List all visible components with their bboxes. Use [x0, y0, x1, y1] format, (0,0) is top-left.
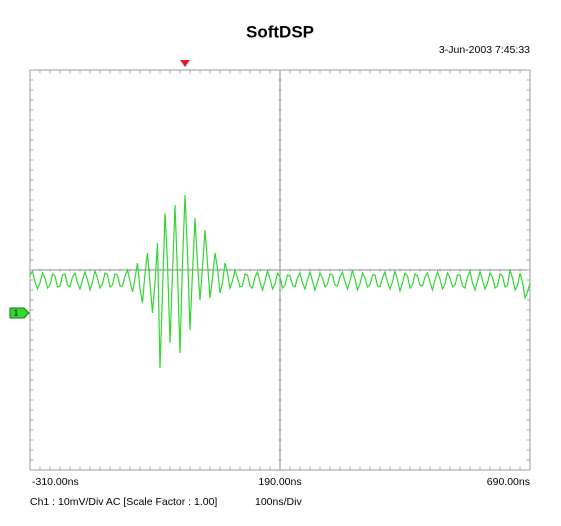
title: SoftDSP [246, 22, 314, 41]
ground-marker [9, 307, 30, 319]
x-tick-label: 690.00ns [487, 476, 530, 488]
channel-info: Ch1 : 10mV/Div AC [Scale Factor : 1.00] [30, 496, 217, 508]
timebase: 100ns/Div [255, 496, 302, 508]
timestamp: 3-Jun-2003 7:45:33 [439, 44, 530, 56]
ground-marker-label: 1 [14, 309, 19, 318]
x-tick-label: -310.00ns [32, 476, 79, 488]
x-tick-label: 190.00ns [258, 476, 301, 488]
waveform [29, 194, 531, 369]
trigger-marker [180, 60, 190, 67]
